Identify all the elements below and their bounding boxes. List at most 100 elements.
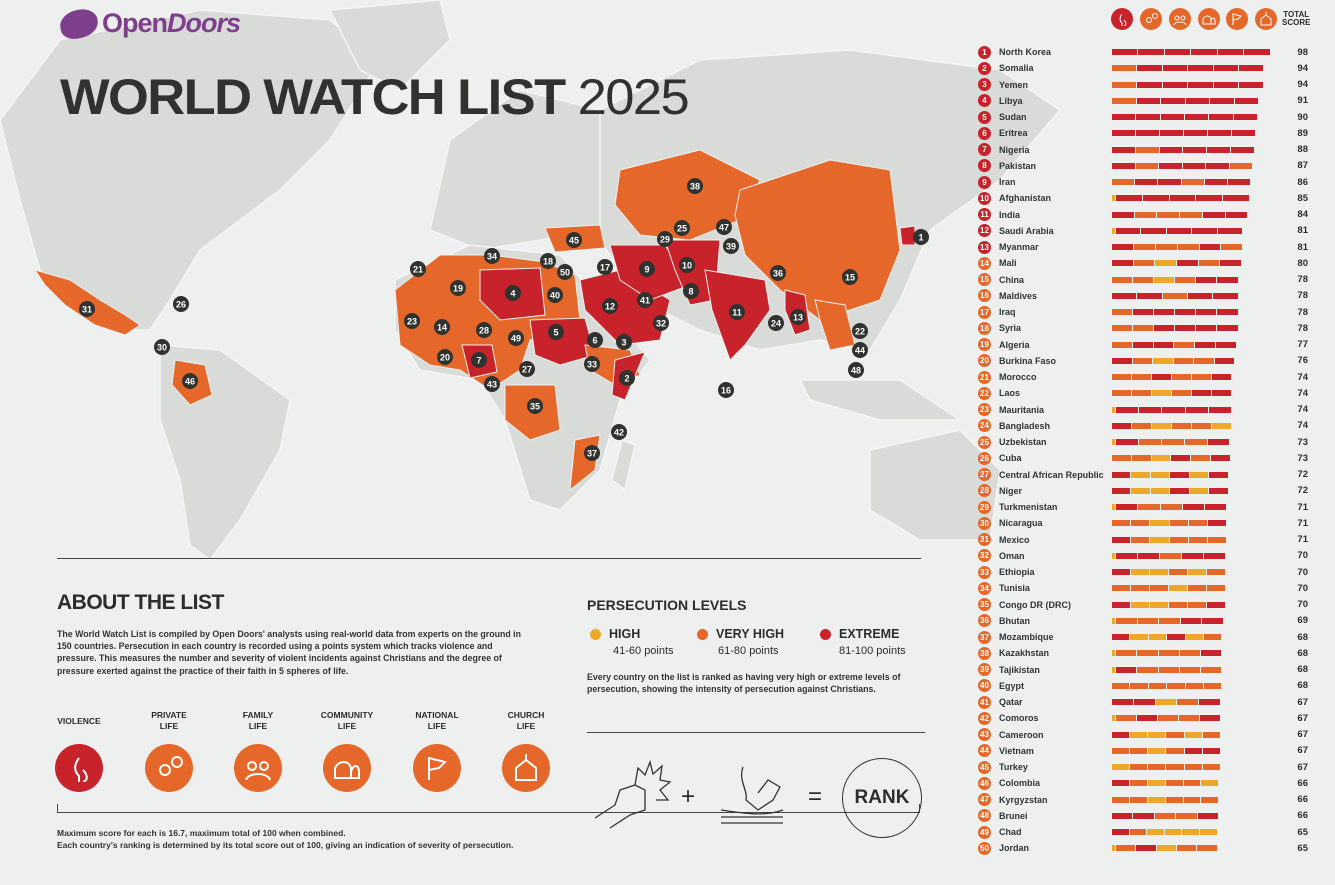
marker-rank: 38 (690, 182, 700, 192)
country-row: 17 Iraq 78 (978, 305, 1318, 319)
total-score: 70 (1297, 566, 1308, 578)
segment-family-life (1162, 81, 1188, 88)
segment-violence (1112, 682, 1130, 689)
country-name: Iran (999, 177, 1016, 187)
marker-rank: 43 (487, 380, 497, 390)
title-main: WORLD WATCH LIST (60, 69, 566, 125)
map-marker: 1 (913, 229, 929, 245)
segment-community-life (1161, 439, 1184, 445)
total-score: 78 (1297, 322, 1308, 334)
marker-rank: 20 (440, 353, 450, 363)
segment-national-life (1192, 422, 1212, 429)
country-row: 1 North Korea 98 (978, 45, 1318, 59)
score-bar (1112, 309, 1238, 315)
segment-violence (1112, 211, 1134, 218)
segment-national-life (1183, 796, 1201, 803)
total-score: 74 (1297, 387, 1308, 399)
map-marker: 34 (484, 248, 500, 264)
segment-community-life (1183, 146, 1207, 153)
segment-church-life (1206, 569, 1225, 575)
segment-national-life (1199, 244, 1221, 250)
score-bar (1112, 601, 1225, 608)
segment-private-life (1136, 130, 1160, 137)
divider (587, 732, 925, 733)
level-range: 61-80 points (718, 645, 779, 657)
segment-violence (1112, 179, 1135, 185)
segment-church-life (1197, 845, 1217, 852)
segment-national-life (1210, 97, 1234, 104)
segment-family-life (1150, 520, 1169, 527)
marker-dot (587, 332, 603, 348)
segment-community-life (1162, 406, 1185, 413)
segment-national-life (1185, 634, 1204, 640)
segment-church-life (1202, 617, 1224, 624)
segment-family-life (1148, 764, 1166, 770)
segment-church-life (1216, 341, 1236, 348)
marker-rank: 32 (656, 319, 666, 329)
segment-national-life (1198, 260, 1220, 267)
score-bar (1112, 114, 1257, 120)
segment-church-life (1201, 780, 1219, 787)
segment-private-life (1129, 796, 1147, 803)
segment-church-life (1234, 97, 1259, 104)
segment-national-life (1204, 179, 1228, 185)
marker-dot (718, 382, 734, 398)
marker-dot (557, 264, 573, 280)
total-score: 77 (1297, 339, 1308, 350)
total-score: 67 (1297, 745, 1308, 757)
segment-violence (1112, 585, 1130, 592)
segment-community-life (1169, 195, 1196, 202)
country-name: Ethiopia (999, 567, 1035, 577)
total-label: TOTAL (1283, 10, 1310, 19)
marker-dot (657, 231, 673, 247)
score-bar (1112, 390, 1232, 397)
rank-badge: 4 (978, 94, 991, 108)
marker-rank: 28 (479, 326, 489, 336)
country-row: 36 Bhutan 69 (978, 614, 1318, 628)
country-name: Bhutan (999, 615, 1030, 626)
score-bar (1112, 504, 1227, 510)
score-bar (1112, 406, 1232, 413)
segment-church-life (1217, 325, 1238, 332)
segment-community-life (1188, 81, 1213, 88)
country-name: North Korea (999, 47, 1052, 57)
segment-national-life (1185, 682, 1204, 689)
map-marker: 10 (679, 257, 695, 273)
segment-community-life (1166, 764, 1184, 770)
marker-rank: 41 (640, 296, 650, 306)
segment-community-life (1170, 487, 1189, 494)
map-marker: 26 (173, 296, 189, 312)
segment-private-life (1112, 292, 1137, 299)
extreme-dot (820, 629, 831, 640)
map-marker: 20 (437, 349, 453, 365)
segment-private-life (1131, 520, 1150, 527)
church-life-icon (1255, 8, 1277, 30)
segment-national-life (1184, 439, 1207, 445)
country-row: 18 Syria 78 (978, 321, 1318, 335)
segment-church-life (1199, 699, 1220, 705)
brand-name: Open (102, 8, 168, 38)
map-marker: 6 (587, 332, 603, 348)
country-row: 24 Bangladesh 74 (978, 419, 1318, 433)
segment-private-life (1116, 845, 1136, 852)
segment-national-life (1207, 146, 1230, 153)
segment-national-life (1202, 211, 1225, 218)
marker-rank: 46 (185, 377, 195, 387)
score-bar (1112, 764, 1220, 770)
segment-church-life (1207, 439, 1230, 445)
map-marker: 33 (584, 356, 600, 372)
country-name: Morocco (999, 372, 1037, 382)
segment-community-life (1171, 455, 1190, 462)
marker-dot (842, 269, 858, 285)
segment-community-life (1166, 731, 1184, 738)
country-row: 23 Mauritania 74 (978, 403, 1318, 417)
marker-rank: 5 (553, 328, 558, 338)
segment-private-life (1136, 97, 1161, 104)
country-name: Turkmenistan (999, 502, 1058, 512)
rank-badge: 22 (978, 386, 991, 400)
total-score: 72 (1297, 485, 1308, 497)
map-marker: 49 (508, 330, 524, 346)
violence-icon (1111, 8, 1133, 30)
segment-community-life (1180, 211, 1202, 218)
marker-rank: 1 (918, 233, 923, 243)
